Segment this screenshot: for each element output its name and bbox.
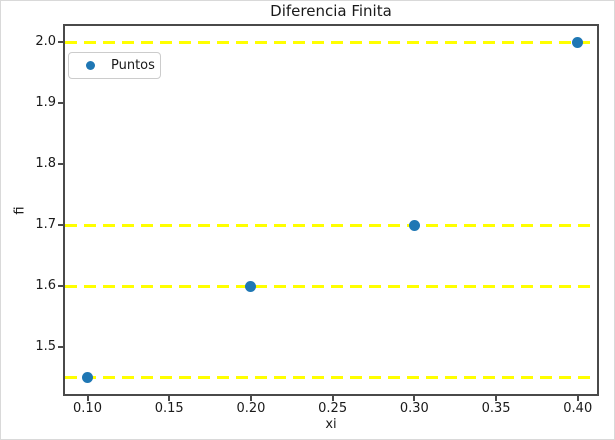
y-tick bbox=[58, 285, 63, 288]
data-point bbox=[245, 280, 257, 292]
y-tick-label: 1.9 bbox=[35, 95, 56, 111]
x-tick-label: 0.10 bbox=[73, 401, 102, 416]
y-tick-label: 1.6 bbox=[35, 278, 56, 294]
x-tick-label: 0.15 bbox=[154, 401, 184, 416]
y-tick-label: 1.8 bbox=[35, 156, 56, 172]
x-tick bbox=[168, 396, 171, 401]
y-axis-label: fi bbox=[12, 205, 28, 215]
x-tick bbox=[413, 396, 416, 401]
x-tick bbox=[249, 396, 252, 401]
y-tick bbox=[58, 163, 63, 166]
x-tick bbox=[495, 396, 498, 401]
x-tick-label: 0.20 bbox=[236, 401, 266, 416]
y-tick bbox=[58, 346, 63, 349]
y-tick-label: 2.0 bbox=[35, 34, 56, 50]
legend-label: Puntos bbox=[111, 58, 155, 73]
data-point bbox=[572, 36, 584, 48]
y-axis-label-container: fi bbox=[12, 202, 28, 218]
y-tick bbox=[58, 102, 63, 105]
x-tick-label: 0.30 bbox=[399, 401, 429, 416]
y-tick bbox=[58, 41, 63, 44]
data-point bbox=[82, 372, 93, 384]
legend-marker-dot bbox=[86, 61, 95, 70]
x-tick-label: 0.40 bbox=[563, 401, 593, 416]
dashed-hline bbox=[65, 40, 597, 44]
dashed-hline bbox=[65, 223, 597, 227]
plot-area bbox=[63, 24, 599, 396]
x-tick bbox=[331, 396, 334, 401]
y-tick-label: 1.7 bbox=[35, 217, 56, 233]
dashed-hline bbox=[65, 376, 597, 380]
x-tick bbox=[576, 396, 579, 401]
x-tick-label: 0.25 bbox=[318, 401, 348, 416]
legend: Puntos bbox=[68, 52, 161, 79]
chart-title: Diferencia Finita bbox=[270, 2, 392, 20]
x-tick-label: 0.35 bbox=[481, 401, 511, 416]
x-axis-label: xi bbox=[325, 417, 337, 432]
data-point bbox=[408, 219, 420, 231]
x-tick bbox=[86, 396, 89, 401]
dashed-hline bbox=[65, 284, 597, 288]
y-tick-label: 1.5 bbox=[35, 339, 56, 355]
y-tick bbox=[58, 224, 63, 227]
